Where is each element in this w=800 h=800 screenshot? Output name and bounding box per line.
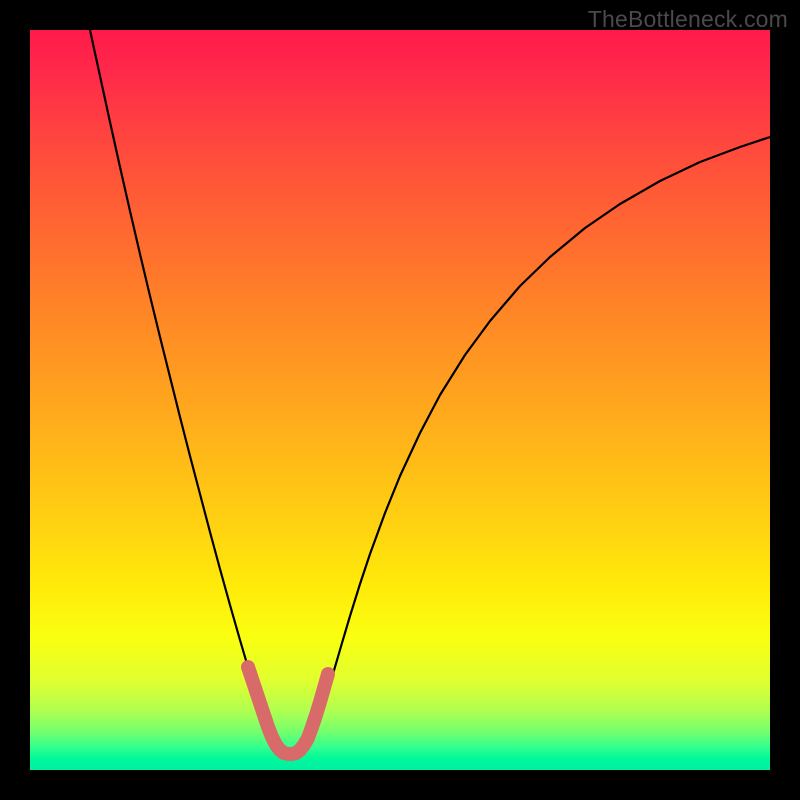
bottleneck-curve	[90, 30, 770, 754]
valley-highlight	[248, 667, 328, 754]
watermark-text: TheBottleneck.com	[588, 6, 788, 33]
plot-area	[30, 30, 770, 770]
curve-svg	[30, 30, 770, 770]
